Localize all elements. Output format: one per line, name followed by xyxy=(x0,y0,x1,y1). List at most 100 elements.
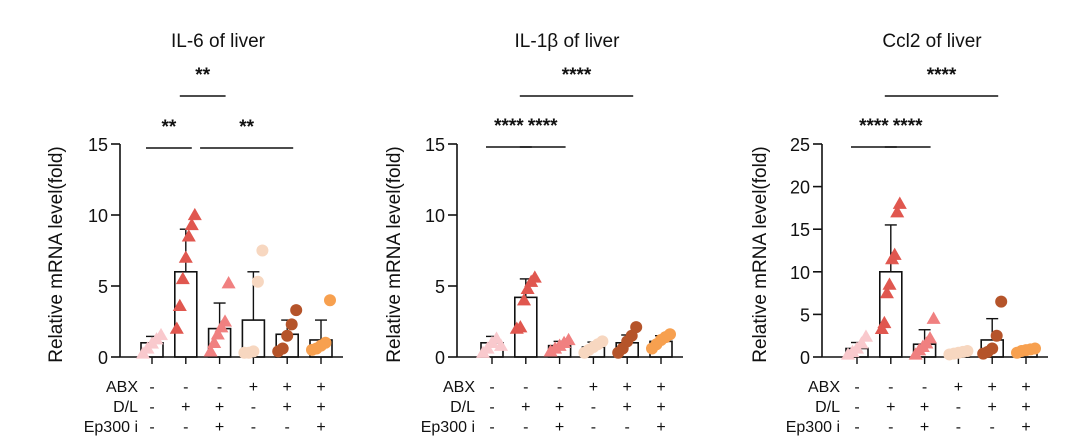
condition-value: - xyxy=(591,419,596,436)
y-tick-label: 10 xyxy=(790,263,810,283)
condition-label: ABX xyxy=(808,379,840,396)
condition-value: - xyxy=(922,379,927,396)
data-point xyxy=(203,344,218,357)
data-point xyxy=(493,338,509,351)
y-tick-label: 15 xyxy=(425,135,445,155)
y-tick-label: 15 xyxy=(88,135,108,155)
condition-value: + xyxy=(1021,419,1030,436)
data-point xyxy=(890,205,905,218)
condition-label: D/L xyxy=(815,399,840,416)
data-point xyxy=(169,321,184,334)
condition-value: + xyxy=(316,419,325,436)
data-point xyxy=(489,331,504,344)
condition-label: Ep300 i xyxy=(421,419,475,436)
y-tick-label: 5 xyxy=(435,277,445,297)
condition-label: Ep300 i xyxy=(84,419,138,436)
condition-value: + xyxy=(988,399,997,416)
data-point xyxy=(285,318,298,331)
y-tick-label: 0 xyxy=(800,348,810,368)
significance-label: **** xyxy=(927,65,957,86)
condition-value: + xyxy=(589,379,598,396)
data-point xyxy=(290,304,303,317)
data-point xyxy=(513,320,528,333)
data-point xyxy=(276,342,289,355)
y-tick-label: 0 xyxy=(98,348,108,368)
condition-value: + xyxy=(215,419,224,436)
data-point xyxy=(887,247,902,260)
condition-label: ABX xyxy=(106,379,138,396)
data-point xyxy=(172,298,187,312)
significance-label: **** xyxy=(528,116,558,137)
condition-value: + xyxy=(656,379,665,396)
y-tick-label: 15 xyxy=(790,220,810,240)
condition-value: - xyxy=(149,419,154,436)
data-point xyxy=(251,275,264,288)
data-point xyxy=(877,315,892,329)
condition-value: + xyxy=(886,399,895,416)
data-point xyxy=(184,217,199,231)
significance-label: ** xyxy=(195,65,210,86)
chart-title: Ccl2 of liver xyxy=(882,31,982,52)
condition-value: - xyxy=(251,419,256,436)
condition-value: + xyxy=(988,379,997,396)
significance-label: **** xyxy=(893,116,923,137)
condition-value: - xyxy=(523,379,528,396)
condition-value: + xyxy=(656,419,665,436)
condition-value: - xyxy=(956,419,961,436)
condition-value: - xyxy=(854,419,859,436)
data-point xyxy=(986,342,999,355)
data-point xyxy=(630,321,643,334)
chart-panel: IL-1β of liver Relative mRNA level(fold) 0… xyxy=(384,31,683,436)
y-tick-label: 10 xyxy=(425,206,445,226)
data-point xyxy=(520,281,535,295)
significance-label: **** xyxy=(859,116,889,137)
chart-title: IL-1β of liver xyxy=(515,31,621,52)
chart-panel: Ccl2 of liver Relative mRNA level(fold) 0 5… xyxy=(750,31,1048,436)
condition-value: - xyxy=(149,399,154,416)
condition-value: - xyxy=(489,399,494,416)
data-point xyxy=(664,328,676,341)
condition-value: - xyxy=(956,399,961,416)
y-axis-label: Relative mRNA level(fold) xyxy=(750,146,771,362)
condition-value: - xyxy=(990,419,995,436)
data-point xyxy=(221,276,236,289)
data-point xyxy=(961,345,974,358)
condition-value: + xyxy=(316,399,325,416)
condition-value: + xyxy=(521,399,530,416)
condition-label: Ep300 i xyxy=(786,419,840,436)
data-point xyxy=(324,294,336,307)
condition-label: D/L xyxy=(113,399,138,416)
y-tick-label: 10 xyxy=(88,206,108,226)
data-point xyxy=(1029,342,1041,355)
data-point xyxy=(281,329,294,342)
data-point xyxy=(995,295,1008,308)
data-point xyxy=(858,329,874,342)
y-axis-label: Relative mRNA level(fold) xyxy=(46,146,67,362)
condition-value: + xyxy=(555,399,564,416)
condition-label: ABX xyxy=(443,379,475,396)
data-point xyxy=(561,332,576,346)
condition-value: - xyxy=(625,419,630,436)
data-point xyxy=(181,229,196,242)
condition-value: - xyxy=(149,379,154,396)
condition-value: - xyxy=(854,379,859,396)
condition-value: + xyxy=(920,419,929,436)
data-point xyxy=(882,277,897,290)
bar xyxy=(174,270,198,358)
condition-value: + xyxy=(555,419,564,436)
data-point xyxy=(256,244,269,257)
data-point xyxy=(527,270,542,283)
condition-value: + xyxy=(283,399,292,416)
data-point xyxy=(178,250,193,263)
condition-label: D/L xyxy=(450,399,475,416)
condition-value: + xyxy=(181,399,190,416)
data-point xyxy=(516,293,532,306)
data-point xyxy=(319,336,332,349)
condition-value: + xyxy=(249,379,258,396)
condition-value: - xyxy=(183,419,188,436)
condition-value: - xyxy=(285,419,290,436)
significance-label: ** xyxy=(239,117,254,138)
condition-value: - xyxy=(217,379,222,396)
chart-panel: IL-6 of liver Relative mRNA level(fold) 0 5… xyxy=(46,31,343,436)
